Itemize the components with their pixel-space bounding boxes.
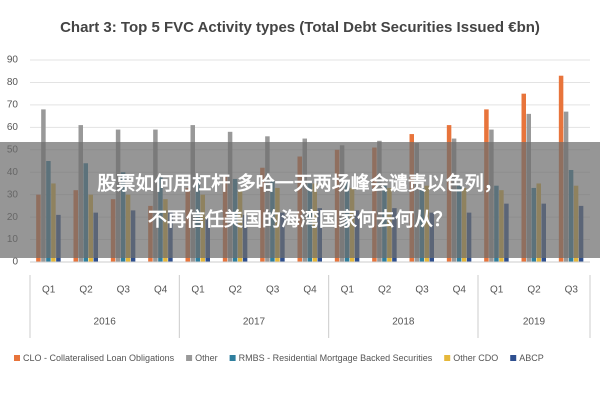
x-tick-label: Q3	[565, 285, 579, 296]
x-tick-label: Q1	[490, 285, 504, 296]
y-tick-label: 80	[7, 77, 19, 88]
legend-label: CLO - Collateralised Loan Obligations	[23, 353, 175, 363]
y-tick-label: 90	[7, 55, 19, 66]
x-tick-label: Q3	[117, 285, 131, 296]
x-tick-label: Q4	[453, 285, 467, 296]
x-tick-label: Q2	[229, 285, 243, 296]
overlay-text: 不再信任美国的海湾国家何去何从？	[148, 208, 452, 231]
x-tick-label: Q3	[415, 285, 429, 296]
x-tick-label: Q3	[266, 285, 280, 296]
legend-swatch	[444, 355, 451, 361]
x-tick-label: Q2	[378, 285, 392, 296]
legend-label: Other CDO	[453, 353, 498, 363]
x-group-label: 2016	[94, 317, 117, 328]
y-tick-label: 60	[7, 122, 19, 133]
x-tick-label: Q2	[527, 285, 541, 296]
x-group-label: 2017	[243, 317, 266, 328]
x-group-label: 2019	[523, 317, 546, 328]
legend-swatch	[229, 355, 236, 361]
overlay-text: 股票如何用杠杆 多哈一天两场峰会谴责以色列，	[97, 172, 503, 195]
chart-title: Chart 3: Top 5 FVC Activity types (Total…	[60, 19, 540, 36]
x-tick-label: Q4	[154, 285, 168, 296]
y-tick-label: 70	[7, 100, 19, 111]
legend-label: ABCP	[519, 353, 544, 363]
legend-swatch	[186, 355, 193, 361]
x-tick-label: Q4	[303, 285, 317, 296]
x-tick-label: Q1	[42, 285, 56, 296]
legend-label: Other	[195, 353, 218, 363]
x-tick-label: Q1	[191, 285, 205, 296]
x-group-label: 2018	[392, 317, 415, 328]
y-tick-label: 0	[12, 257, 18, 268]
legend-swatch	[510, 355, 517, 361]
x-tick-label: Q1	[341, 285, 355, 296]
x-tick-label: Q2	[79, 285, 93, 296]
legend-label: RMBS - Residential Mortgage Backed Secur…	[239, 353, 433, 363]
overlay-banner	[0, 142, 600, 258]
legend-swatch	[14, 355, 20, 361]
